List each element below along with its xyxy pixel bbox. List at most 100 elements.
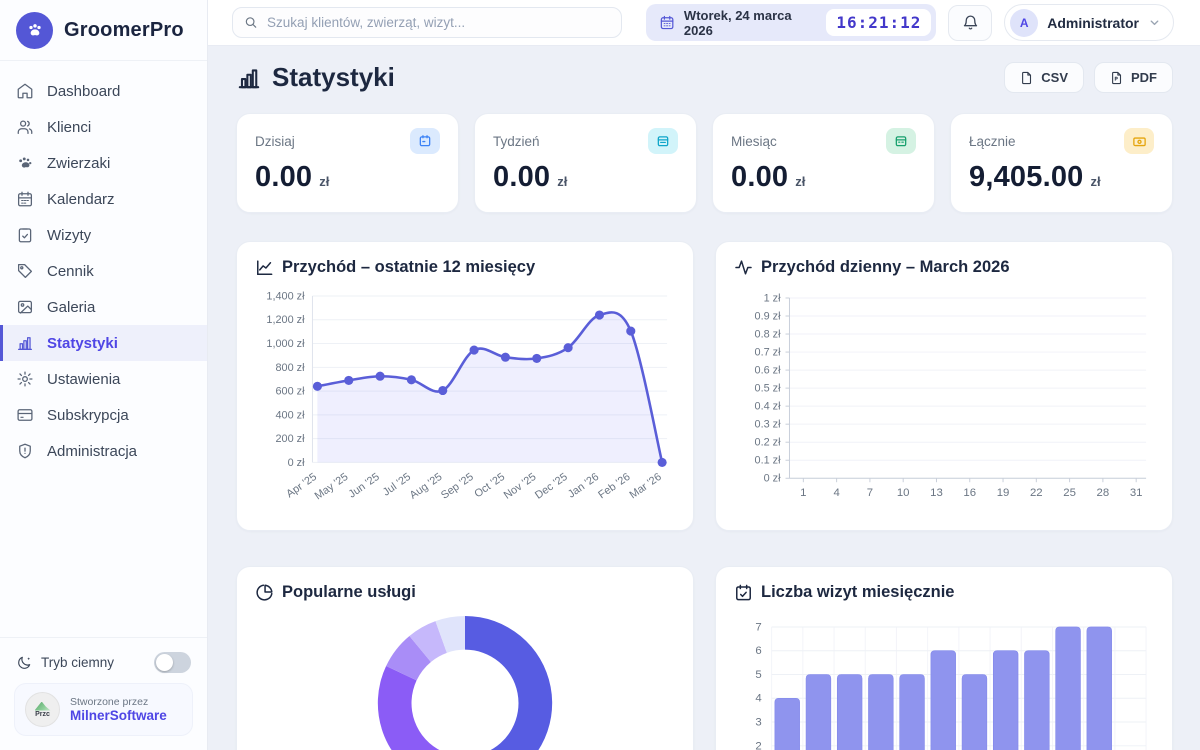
stat-label: Dzisiaj [255,133,295,149]
avatar: A [1010,8,1039,37]
creator-card[interactable]: Przc Stworzone przez MilnerSoftware [14,683,193,736]
stats-row: Dzisiaj 0.00 zł Tydzień 0.00 zł [236,113,1173,213]
sidebar-item-label: Kalendarz [47,190,115,208]
shield-icon [19,443,31,459]
svg-text:0 zł: 0 zł [288,457,306,469]
dark-mode-label: Tryb ciemny [41,655,115,670]
sidebar-item-dashboard[interactable]: Dashboard [0,73,207,109]
svg-text:Feb '26: Feb '26 [596,471,632,501]
sidebar-item-label: Dashboard [47,82,121,100]
sidebar-item-label: Galeria [47,298,96,316]
svg-text:25: 25 [1063,487,1076,499]
svg-text:Jan '26: Jan '26 [566,471,601,501]
svg-text:6: 6 [755,645,761,657]
activity-icon [735,260,752,275]
svg-text:0.1 zł: 0.1 zł [755,455,782,467]
calendar-month-icon [886,128,916,154]
date-time-pill: Wtorek, 24 marca 2026 16:21:12 [645,4,937,41]
chevron-down-icon [1150,20,1159,26]
search-input[interactable] [267,15,610,30]
clock: 16:21:12 [826,9,932,36]
toggle-knob [156,654,173,671]
moon-icon [18,656,31,669]
user-name: Administrator [1047,14,1139,31]
banknote-icon [1124,128,1154,154]
stat-currency: zł [319,174,330,189]
file-csv-icon [1022,71,1032,84]
svg-text:400 zł: 400 zł [275,409,305,421]
svg-text:4: 4 [755,693,761,705]
chart-card-popular-services: Popularne usługi [236,566,694,750]
app-name: GroomerPro [64,18,184,41]
svg-text:Dec '25: Dec '25 [533,471,570,502]
svg-text:5: 5 [755,669,761,681]
sidebar-item-zwierzaki[interactable]: Zwierzaki [0,145,207,181]
search-icon [245,17,257,28]
svg-text:10: 10 [897,487,910,499]
gear-icon [17,371,33,387]
svg-text:0.7 zł: 0.7 zł [755,347,782,359]
export-csv-button[interactable]: CSV [1004,62,1084,93]
sidebar-item-label: Ustawienia [47,370,121,388]
calendar-day-icon [410,128,440,154]
svg-text:3: 3 [755,717,761,729]
pie-chart-icon [256,584,273,601]
image-icon [17,300,33,314]
chart-title: Przychód – ostatnie 12 miesięcy [282,258,536,276]
sidebar-item-galeria[interactable]: Galeria [0,289,207,325]
sidebar-item-wizyty[interactable]: Wizyty [0,217,207,253]
svg-text:May '25: May '25 [313,471,351,502]
search-box[interactable] [232,7,622,38]
paw-logo-icon [16,11,53,49]
sidebar-item-subskrypcja[interactable]: Subskrypcja [0,397,207,433]
svg-text:0.2 zł: 0.2 zł [755,437,782,449]
svg-text:19: 19 [997,487,1010,499]
topbar: Wtorek, 24 marca 2026 16:21:12 A Adminis… [208,0,1200,46]
sidebar-item-label: Statystyki [47,334,118,352]
charts-grid: Przychód – ostatnie 12 miesięcy 0 zł 200 … [236,241,1173,750]
notifications-button[interactable] [948,4,993,41]
creator-name-link[interactable]: MilnerSoftware [70,708,167,723]
daily-revenue-chart: 0 zł 0.1 zł 0.2 zł 0.3 zł 0.4 zł 0.5 zł 0.6 zł… [755,292,1147,499]
stat-currency: zł [557,174,568,189]
chart-card-monthly-revenue: Przychód – ostatnie 12 miesięcy 0 zł 200 … [236,241,694,531]
popular-services-donut [377,615,553,750]
export-pdf-button[interactable]: PDF [1094,62,1173,93]
svg-text:1,000 zł: 1,000 zł [266,338,305,350]
creator-caption: Stworzone przez [70,696,149,708]
dark-mode-toggle[interactable] [154,652,191,673]
svg-text:31: 31 [1130,487,1143,499]
bell-icon [963,15,977,30]
svg-text:Aug '25: Aug '25 [408,471,445,502]
sidebar-item-cennik[interactable]: Cennik [0,253,207,289]
main-content: Statystyki CSV PDF Dzisiaj 0.00 zł [208,0,1200,750]
svg-text:1: 1 [800,487,806,499]
sidebar-item-label: Administracja [47,442,138,460]
sidebar-nav: Dashboard Klienci Zwierzaki Kalendarz Wi… [0,61,207,637]
svg-text:Nov '25: Nov '25 [502,471,539,502]
sidebar-item-kalendarz[interactable]: Kalendarz [0,181,207,217]
sidebar-item-administracja[interactable]: Administracja [0,433,207,469]
bar-chart-icon [238,68,260,88]
svg-text:800 zł: 800 zł [275,362,305,374]
stat-card-dzisiaj: Dzisiaj 0.00 zł [236,113,459,213]
svg-text:Sep '25: Sep '25 [439,471,476,502]
stat-value: 9,405.00 [969,161,1084,193]
chart-title: Liczba wizyt miesięcznie [761,583,955,601]
svg-text:1,400 zł: 1,400 zł [266,290,305,302]
svg-text:0.6 zł: 0.6 zł [755,365,782,377]
svg-text:0.5 zł: 0.5 zł [755,383,782,395]
stat-value: 0.00 [731,161,789,193]
file-pdf-icon [1112,71,1122,84]
sidebar-item-ustawienia[interactable]: Ustawienia [0,361,207,397]
svg-text:1 zł: 1 zł [764,292,782,304]
sidebar-item-klienci[interactable]: Klienci [0,109,207,145]
sidebar-item-statystyki[interactable]: Statystyki [0,325,207,361]
sidebar-item-label: Klienci [47,118,92,136]
home-icon [17,83,33,99]
stat-currency: zł [1090,174,1101,189]
calendar-check-icon [736,584,751,601]
calendar-icon [17,191,33,207]
user-menu[interactable]: A Administrator [1004,4,1174,41]
stat-label: Tydzień [493,133,540,149]
